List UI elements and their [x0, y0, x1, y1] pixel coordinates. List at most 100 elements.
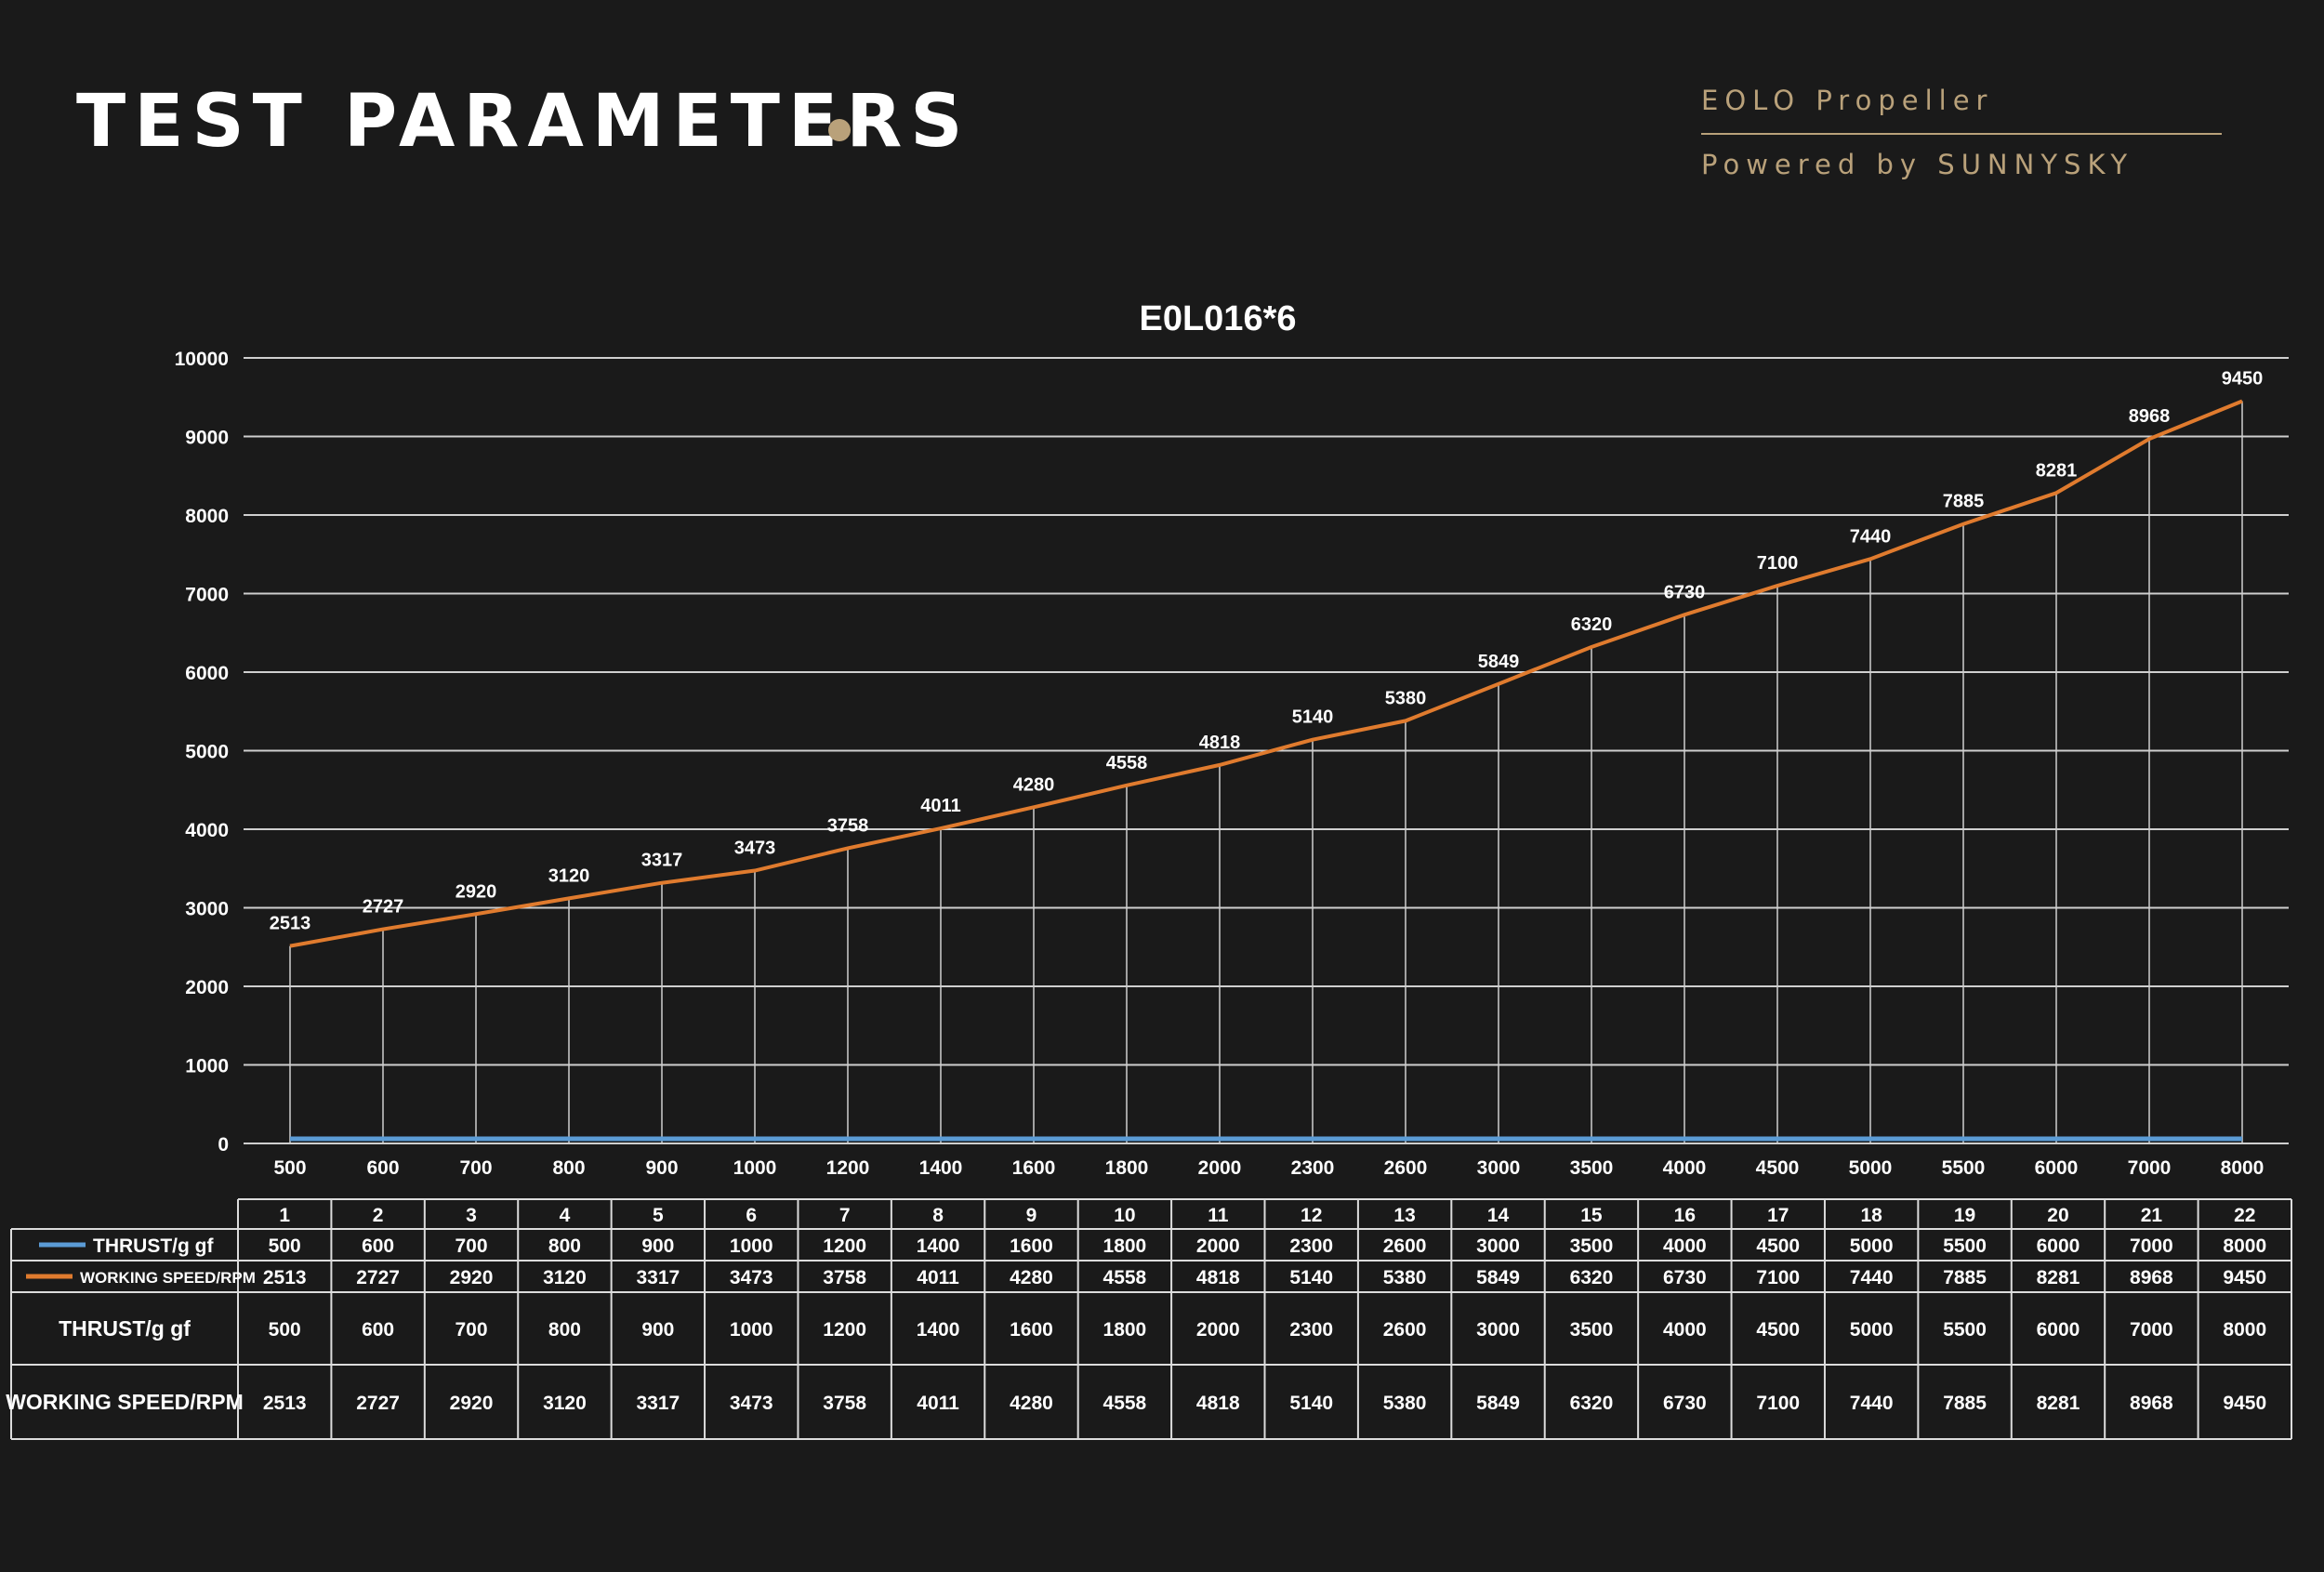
table-cell-index: 5 — [653, 1205, 664, 1226]
table-cell-thrust: 2600 — [1383, 1235, 1427, 1257]
data-label-rpm: 5380 — [1385, 688, 1427, 708]
table-cell-rpm: 7885 — [1943, 1393, 1987, 1414]
brand-product: EOLO Propeller — [1701, 85, 1994, 116]
y-tick-label: 6000 — [185, 663, 229, 684]
series-line-rpm — [289, 399, 2243, 948]
table-cell-rpm: 7440 — [1850, 1393, 1894, 1414]
table-cell-index: 15 — [1580, 1205, 1603, 1226]
chart-title: E0L016*6 — [1139, 299, 1296, 338]
data-label-rpm: 4558 — [1106, 753, 1148, 773]
table-cell-index: 18 — [1860, 1205, 1882, 1226]
table-cell-index: 9 — [1026, 1205, 1037, 1226]
data-label-rpm: 5849 — [1478, 652, 1520, 672]
table-cell-index: 11 — [1208, 1205, 1229, 1226]
brand-divider — [1701, 133, 2222, 135]
table-cell-index: 7 — [839, 1205, 851, 1226]
row-header-thrust: THRUST/g gf — [59, 1316, 191, 1341]
table-cell-thrust: 5500 — [1943, 1319, 1987, 1341]
legend-label-rpm: WORKING SPEED/RPM — [80, 1269, 256, 1287]
table-cell-rpm: 4818 — [1196, 1393, 1240, 1414]
table-cell-rpm: 8968 — [2130, 1393, 2173, 1414]
x-tick-label: 2300 — [1291, 1157, 1335, 1179]
x-tick-label: 500 — [273, 1157, 306, 1179]
x-tick-label: 4000 — [1663, 1157, 1707, 1179]
table-cell-thrust: 5000 — [1850, 1235, 1894, 1257]
table-cell-rpm: 5140 — [1289, 1393, 1333, 1414]
table-cell-thrust: 3000 — [1476, 1235, 1520, 1257]
table-cell-rpm: 7885 — [1943, 1267, 1987, 1288]
data-label-rpm: 8281 — [2036, 460, 2078, 481]
brand-block: EOLO Propeller Powered by SUNNYSKY — [1701, 87, 2222, 178]
table-cell-rpm: 8968 — [2130, 1267, 2173, 1288]
table-cell-index: 1 — [279, 1205, 290, 1226]
data-label-rpm: 7100 — [1757, 553, 1799, 574]
data-label-rpm: 7885 — [1943, 492, 1985, 512]
table-cell-rpm: 4558 — [1103, 1267, 1147, 1288]
table-cell-thrust: 800 — [548, 1235, 581, 1257]
x-tick-label: 3000 — [1477, 1157, 1521, 1179]
table-cell-rpm: 3120 — [543, 1393, 587, 1414]
y-tick-label: 4000 — [185, 820, 229, 841]
table-cell-rpm: 4818 — [1196, 1267, 1240, 1288]
table-cell-thrust: 6000 — [2037, 1235, 2080, 1257]
data-label-rpm: 4011 — [920, 796, 960, 816]
table-cell-thrust: 700 — [455, 1319, 487, 1341]
table-cell-index: 20 — [2047, 1205, 2068, 1226]
table-cell-rpm: 5380 — [1383, 1393, 1427, 1414]
table-cell-thrust: 8000 — [2223, 1235, 2266, 1257]
table-cell-rpm: 2727 — [356, 1393, 400, 1414]
table-cell-rpm: 3120 — [543, 1267, 587, 1288]
table-cell-thrust: 1400 — [917, 1319, 960, 1341]
data-label-rpm: 5140 — [1292, 707, 1334, 728]
table-cell-thrust: 4000 — [1663, 1235, 1707, 1257]
table-cell-rpm: 6730 — [1663, 1393, 1707, 1414]
table-cell-index: 19 — [1954, 1205, 1975, 1226]
table-cell-rpm: 6320 — [1570, 1393, 1614, 1414]
table-cell-index: 17 — [1767, 1205, 1789, 1226]
table-cell-thrust: 5000 — [1850, 1319, 1894, 1341]
y-tick-label: 7000 — [185, 585, 229, 606]
table-cell-thrust: 600 — [362, 1235, 394, 1257]
y-tick-label: 8000 — [185, 506, 229, 527]
table-cell-thrust: 6000 — [2037, 1319, 2080, 1341]
y-tick-label: 9000 — [185, 428, 229, 449]
x-tick-label: 8000 — [2221, 1157, 2265, 1179]
table-cell-thrust: 900 — [641, 1319, 674, 1341]
table-cell-thrust: 1400 — [917, 1235, 960, 1257]
table-cell-index: 6 — [746, 1205, 757, 1226]
table-cell-thrust: 700 — [455, 1235, 487, 1257]
y-tick-label: 0 — [218, 1134, 229, 1156]
data-label-rpm: 4818 — [1199, 733, 1241, 753]
table-cell-rpm: 2513 — [263, 1267, 307, 1288]
table-cell-rpm: 7100 — [1756, 1267, 1800, 1288]
table-cell-index: 21 — [2141, 1205, 2163, 1226]
data-label-rpm: 2920 — [456, 881, 497, 902]
x-tick-label: 6000 — [2035, 1157, 2079, 1179]
data-label-rpm: 7440 — [1850, 526, 1892, 547]
table-cell-rpm: 3473 — [730, 1393, 773, 1414]
table-cell-thrust: 900 — [641, 1235, 674, 1257]
table-cell-index: 13 — [1393, 1205, 1415, 1226]
table-cell-rpm: 2513 — [263, 1393, 307, 1414]
table-cell-index: 8 — [932, 1205, 944, 1226]
table-cell-rpm: 7440 — [1850, 1267, 1894, 1288]
legend-label-thrust: THRUST/g gf — [93, 1235, 214, 1257]
table-cell-rpm: 3317 — [636, 1393, 680, 1414]
table-cell-thrust: 7000 — [2130, 1319, 2173, 1341]
table-cell-thrust: 1600 — [1010, 1235, 1053, 1257]
table-cell-thrust: 2300 — [1289, 1235, 1333, 1257]
data-label-rpm: 8968 — [2129, 406, 2171, 427]
table-cell-index: 10 — [1114, 1205, 1135, 1226]
table-cell-index: 3 — [466, 1205, 477, 1226]
table-cell-thrust: 4500 — [1756, 1319, 1800, 1341]
table-cell-thrust: 4000 — [1663, 1319, 1707, 1341]
table-cell-rpm: 5380 — [1383, 1267, 1427, 1288]
y-tick-label: 1000 — [185, 1056, 229, 1077]
table-cell-rpm: 5140 — [1289, 1267, 1333, 1288]
table-cell-rpm: 4280 — [1010, 1267, 1053, 1288]
x-tick-label: 7000 — [2128, 1157, 2172, 1179]
x-tick-label: 4500 — [1756, 1157, 1800, 1179]
table-cell-rpm: 5849 — [1476, 1267, 1520, 1288]
table-cell-rpm: 4558 — [1103, 1393, 1147, 1414]
table-cell-rpm: 6320 — [1570, 1267, 1614, 1288]
